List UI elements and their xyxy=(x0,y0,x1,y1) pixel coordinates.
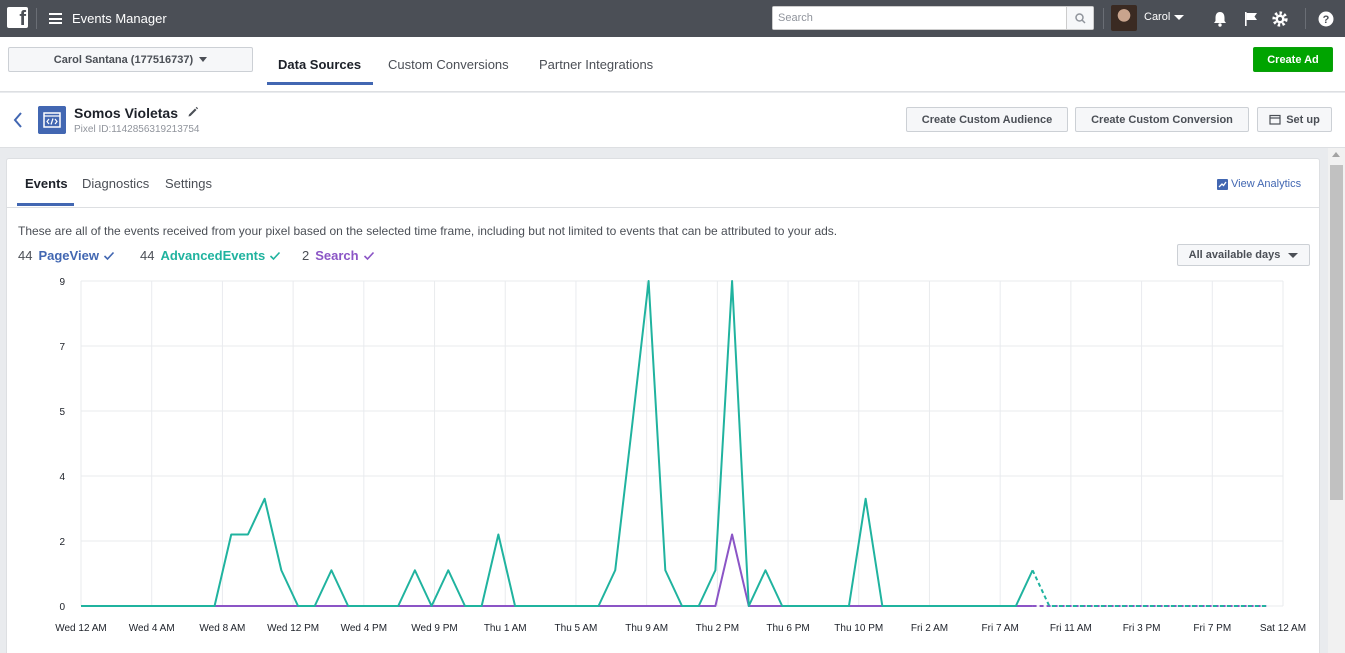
search-input[interactable] xyxy=(773,7,1067,29)
series-projection-advancedevents xyxy=(1031,569,1267,607)
edit-pencil-icon[interactable] xyxy=(187,106,199,118)
time-range-label: All available days xyxy=(1188,249,1281,261)
x-tick-label: Fri 7 PM xyxy=(1193,623,1231,634)
search-icon xyxy=(1074,12,1086,24)
view-analytics-link[interactable]: View Analytics xyxy=(1217,178,1301,190)
x-tick-label: Thu 2 PM xyxy=(696,623,739,634)
tab-settings[interactable]: Settings xyxy=(165,176,212,191)
legend-label: PageView xyxy=(38,248,99,263)
hamburger-menu-icon[interactable] xyxy=(49,13,62,24)
set-up-button[interactable]: Set up xyxy=(1257,107,1332,132)
series-line-advancedevents xyxy=(81,280,1034,607)
flag-icon[interactable] xyxy=(1241,9,1261,29)
x-tick-label: Thu 5 AM xyxy=(555,623,598,634)
legend-count: 2 xyxy=(302,248,310,263)
x-tick-label: Sat 12 AM xyxy=(1260,623,1306,634)
events-description: These are all of the events received fro… xyxy=(18,224,838,238)
x-tick-label: Wed 4 PM xyxy=(341,623,388,634)
x-tick-label: Wed 8 AM xyxy=(199,623,245,634)
legend-pageview[interactable]: 44 PageView xyxy=(18,248,115,263)
tab-partner-integrations[interactable]: Partner Integrations xyxy=(539,57,654,72)
scroll-up-icon[interactable] xyxy=(1332,152,1340,157)
legend-count: 44 xyxy=(140,248,155,263)
pixel-id: Pixel ID:1142856319213754 xyxy=(74,124,200,135)
chevron-down-icon xyxy=(199,57,208,62)
check-icon xyxy=(270,251,281,260)
account-selector[interactable]: Carol Santana (177516737) xyxy=(8,47,253,72)
x-tick-label: Thu 1 AM xyxy=(484,623,527,634)
create-ad-button[interactable]: Create Ad xyxy=(1253,47,1333,72)
facebook-logo-icon[interactable]: f xyxy=(7,7,28,28)
gear-icon[interactable] xyxy=(1270,9,1290,29)
create-custom-conversion-button[interactable]: Create Custom Conversion xyxy=(1075,107,1249,132)
check-icon xyxy=(363,251,374,260)
vertical-scrollbar[interactable] xyxy=(1328,148,1345,653)
x-tick-label: Thu 9 AM xyxy=(625,623,668,634)
calendar-icon xyxy=(1269,114,1281,125)
y-tick-label: 2 xyxy=(59,537,65,548)
pixel-code-icon xyxy=(38,106,66,134)
x-tick-label: Wed 12 PM xyxy=(267,623,319,634)
x-tick-label: Thu 10 PM xyxy=(834,623,883,634)
time-range-selector[interactable]: All available days xyxy=(1177,244,1310,266)
divider xyxy=(1103,8,1104,29)
scroll-thumb[interactable] xyxy=(1330,165,1343,500)
x-tick-label: Fri 3 PM xyxy=(1123,623,1161,634)
events-card: Events Diagnostics Settings View Analyti… xyxy=(6,158,1320,653)
tab-data-sources[interactable]: Data Sources xyxy=(278,57,362,72)
x-tick-label: Wed 4 AM xyxy=(129,623,175,634)
user-name[interactable]: Carol xyxy=(1144,11,1171,23)
pixel-header: Somos Violetas Pixel ID:1142856319213754… xyxy=(0,93,1345,148)
trend-chart-icon xyxy=(1217,178,1228,190)
legend-count: 44 xyxy=(18,248,33,263)
x-tick-label: Wed 9 PM xyxy=(411,623,458,634)
y-tick-label: 7 xyxy=(59,342,65,353)
y-tick-label: 0 xyxy=(59,602,65,613)
legend-label: Search xyxy=(315,248,359,263)
tab-custom-conversions[interactable]: Custom Conversions xyxy=(388,57,509,72)
account-name: Carol Santana (177516737) xyxy=(53,53,194,66)
divider xyxy=(1305,8,1306,29)
create-custom-audience-button[interactable]: Create Custom Audience xyxy=(906,107,1068,132)
legend-search[interactable]: 2 Search xyxy=(302,248,375,263)
x-tick-label: Fri 11 AM xyxy=(1050,623,1092,634)
y-tick-label: 9 xyxy=(59,277,65,288)
x-tick-label: Fri 2 AM xyxy=(911,623,948,634)
avatar[interactable] xyxy=(1111,5,1137,31)
view-analytics-label: View Analytics xyxy=(1231,178,1302,190)
app-title[interactable]: Events Manager xyxy=(72,11,167,26)
nav-bar: Carol Santana (177516737) Data Sources C… xyxy=(0,37,1345,92)
tab-events[interactable]: Events xyxy=(25,176,68,191)
help-icon[interactable]: ? xyxy=(1316,9,1336,29)
y-tick-label: 5 xyxy=(59,407,65,418)
divider xyxy=(7,207,1319,208)
chevron-down-icon[interactable] xyxy=(1174,15,1184,20)
tab-diagnostics[interactable]: Diagnostics xyxy=(82,176,150,191)
search-box xyxy=(772,6,1094,30)
active-tab-indicator xyxy=(267,82,373,85)
top-bar: f Events Manager Carol ? xyxy=(0,0,1345,37)
x-tick-label: Fri 7 AM xyxy=(982,623,1019,634)
active-tab-indicator xyxy=(17,203,74,206)
check-icon xyxy=(103,251,115,260)
x-tick-label: Thu 6 PM xyxy=(766,623,809,634)
legend-advancedevents[interactable]: 44 AdvancedEvents xyxy=(140,248,281,263)
svg-text:?: ? xyxy=(1323,14,1330,26)
legend-label: AdvancedEvents xyxy=(160,248,266,263)
bell-icon[interactable] xyxy=(1210,9,1230,29)
set-up-label: Set up xyxy=(1286,113,1320,126)
chevron-down-icon xyxy=(1288,252,1299,258)
events-line-chart: 0 2 4 5 7 9 Wed 12 AM Wed 4 AM Wed 8 AM Wed 12 PM… xyxy=(55,277,1306,634)
y-tick-label: 4 xyxy=(59,472,65,483)
pixel-name: Somos Violetas xyxy=(74,105,179,121)
search-button[interactable] xyxy=(1066,7,1093,29)
divider xyxy=(36,8,37,29)
back-chevron-icon[interactable] xyxy=(12,111,24,129)
x-tick-label: Wed 12 AM xyxy=(55,623,107,634)
